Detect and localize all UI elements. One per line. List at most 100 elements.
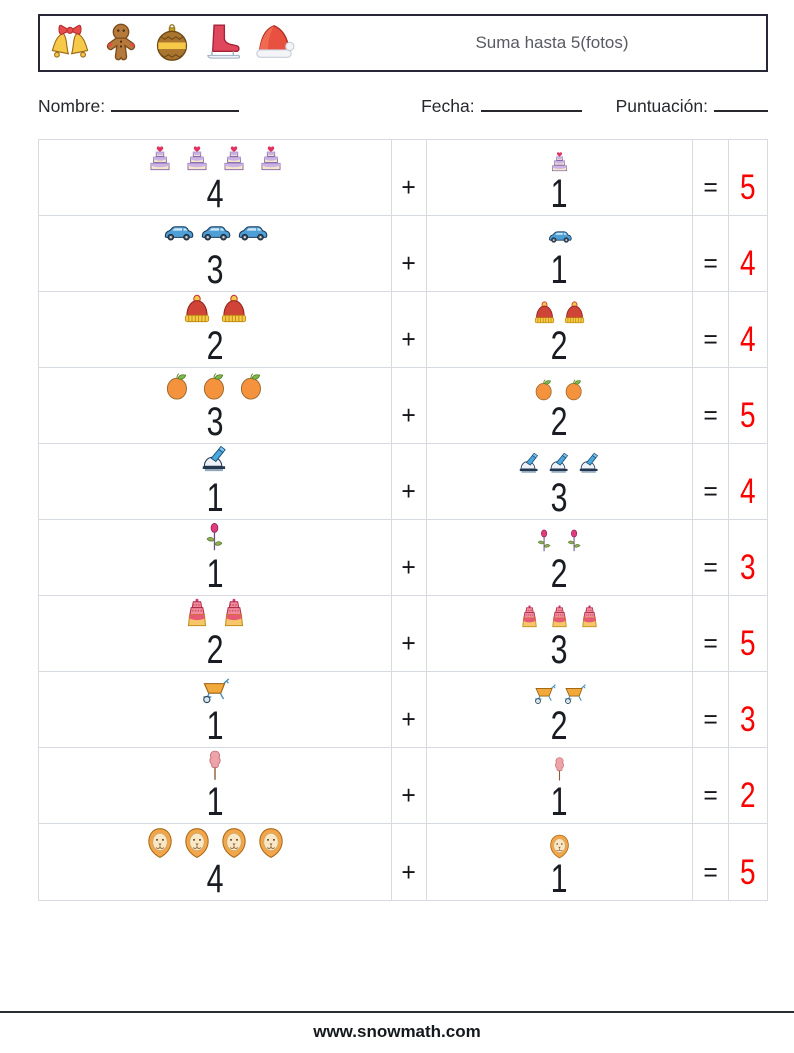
header-decoration-icons bbox=[48, 21, 296, 65]
problems-table: 4 + 1 = 5 3 + bbox=[38, 139, 768, 901]
plus-sign: + bbox=[401, 400, 417, 431]
left-operand-value: 4 bbox=[206, 172, 224, 216]
answer-cell[interactable]: 4 bbox=[729, 444, 767, 520]
right-operand-pictures bbox=[516, 452, 603, 479]
date-label: Fecha: bbox=[421, 96, 475, 116]
plus-sign: + bbox=[401, 172, 417, 203]
right-operand-pictures bbox=[546, 148, 573, 175]
answer-cell[interactable]: 5 bbox=[729, 368, 767, 444]
cake-icon bbox=[180, 597, 214, 631]
equals-cell: = bbox=[693, 292, 729, 368]
answer-value: 4 bbox=[740, 472, 756, 512]
car-icon bbox=[198, 217, 232, 251]
equals-cell: = bbox=[693, 824, 729, 900]
left-operand-value: 1 bbox=[206, 704, 224, 748]
right-operand-cell: 1 bbox=[427, 216, 693, 292]
equals-cell: = bbox=[693, 216, 729, 292]
left-operand-value: 2 bbox=[206, 324, 224, 368]
winter-hat-icon bbox=[180, 293, 214, 327]
answer-cell[interactable]: 5 bbox=[729, 824, 767, 900]
footer-url[interactable]: www.snowmath.com bbox=[313, 1022, 481, 1041]
footer-divider bbox=[0, 1011, 794, 1013]
problem-row: 3 + 2 = 5 bbox=[39, 368, 767, 444]
score-field: Puntuación: bbox=[616, 96, 768, 117]
answer-value: 5 bbox=[740, 624, 756, 664]
right-operand-cell: 1 bbox=[427, 748, 693, 824]
left-operand-value: 1 bbox=[206, 780, 224, 824]
answer-value: 3 bbox=[740, 700, 756, 740]
equals-cell: = bbox=[693, 368, 729, 444]
right-operand-pictures bbox=[546, 224, 573, 251]
right-operand-value: 3 bbox=[551, 628, 568, 672]
left-operand-cell: 4 bbox=[39, 140, 392, 216]
wedding-cake-icon bbox=[546, 148, 573, 175]
left-operand-value: 1 bbox=[206, 476, 224, 520]
right-operand-value: 2 bbox=[551, 704, 568, 748]
equals-cell: = bbox=[693, 672, 729, 748]
wheelbarrow-icon bbox=[531, 680, 558, 707]
answer-cell[interactable]: 3 bbox=[729, 520, 767, 596]
equals-sign: = bbox=[703, 172, 718, 203]
score-blank-line[interactable] bbox=[714, 97, 768, 112]
santa-hat-icon bbox=[252, 21, 296, 65]
wedding-cake-icon bbox=[254, 141, 288, 175]
left-operand-pictures bbox=[143, 826, 288, 860]
plus-cell: + bbox=[392, 140, 427, 216]
problem-row: 1 + 2 = 3 bbox=[39, 672, 767, 748]
answer-cell[interactable]: 5 bbox=[729, 596, 767, 672]
right-operand-value: 3 bbox=[551, 476, 568, 520]
left-operand-pictures bbox=[180, 293, 251, 327]
equals-cell: = bbox=[693, 520, 729, 596]
answer-cell[interactable]: 2 bbox=[729, 748, 767, 824]
wheelbarrow-icon bbox=[561, 680, 588, 707]
plus-cell: + bbox=[392, 672, 427, 748]
equals-sign: = bbox=[703, 324, 718, 355]
right-operand-cell: 2 bbox=[427, 520, 693, 596]
left-operand-cell: 4 bbox=[39, 824, 392, 900]
name-blank-line[interactable] bbox=[111, 97, 240, 112]
name-field: Nombre: bbox=[38, 96, 240, 117]
right-operand-value: 1 bbox=[551, 857, 568, 901]
right-operand-pictures bbox=[531, 300, 588, 327]
answer-cell[interactable]: 3 bbox=[729, 672, 767, 748]
right-operand-cell: 3 bbox=[427, 596, 693, 672]
lion-icon bbox=[546, 833, 573, 860]
answer-cell[interactable]: 4 bbox=[729, 292, 767, 368]
flower-icon bbox=[198, 521, 232, 555]
right-operand-value: 1 bbox=[551, 780, 568, 824]
left-operand-pictures bbox=[143, 141, 288, 175]
problem-row: 2 + 2 = 4 bbox=[39, 292, 767, 368]
equals-cell: = bbox=[693, 140, 729, 216]
right-operand-cell: 2 bbox=[427, 672, 693, 748]
wedding-cake-icon bbox=[180, 141, 214, 175]
cake-icon bbox=[576, 604, 603, 631]
plus-sign: + bbox=[401, 704, 417, 735]
right-operand-cell: 3 bbox=[427, 444, 693, 520]
equals-cell: = bbox=[693, 748, 729, 824]
flower-icon bbox=[561, 528, 588, 555]
date-blank-line[interactable] bbox=[480, 97, 582, 112]
right-operand-value: 2 bbox=[551, 400, 568, 444]
car-icon bbox=[546, 224, 573, 251]
problem-row: 4 + 1 = 5 bbox=[39, 824, 767, 900]
plus-cell: + bbox=[392, 596, 427, 672]
score-label: Puntuación: bbox=[615, 96, 708, 116]
winter-hat-icon bbox=[531, 300, 558, 327]
answer-cell[interactable]: 5 bbox=[729, 140, 767, 216]
plus-cell: + bbox=[392, 444, 427, 520]
equals-sign: = bbox=[703, 248, 718, 279]
left-operand-pictures bbox=[161, 369, 269, 403]
telescope-icon bbox=[516, 452, 543, 479]
orange-icon bbox=[161, 369, 195, 403]
plus-cell: + bbox=[392, 748, 427, 824]
left-operand-value: 4 bbox=[206, 857, 224, 901]
problem-row: 1 + 2 = 3 bbox=[39, 520, 767, 596]
left-operand-cell: 1 bbox=[39, 520, 392, 596]
right-operand-value: 2 bbox=[551, 552, 568, 596]
right-operand-cell: 1 bbox=[427, 824, 693, 900]
telescope-icon bbox=[546, 452, 573, 479]
answer-value: 3 bbox=[740, 548, 756, 588]
lion-icon bbox=[143, 826, 177, 860]
equals-sign: = bbox=[703, 857, 718, 888]
answer-cell[interactable]: 4 bbox=[729, 216, 767, 292]
